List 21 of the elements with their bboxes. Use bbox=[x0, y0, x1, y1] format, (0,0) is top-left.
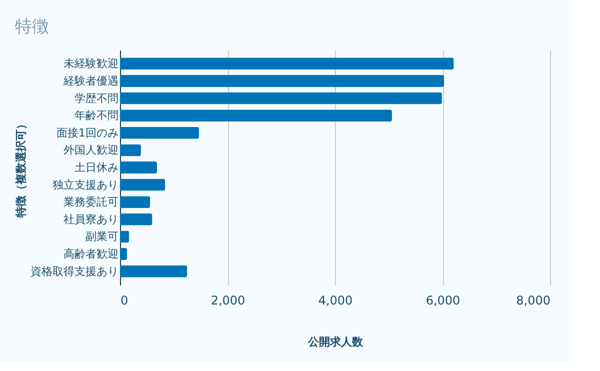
x-tick-label: 4,000 bbox=[318, 294, 353, 308]
y-tick-label: 業務委託可 bbox=[64, 196, 118, 209]
y-tick-label: 未経験歓迎 bbox=[64, 57, 118, 70]
y-tick-label: 年齢不問 bbox=[74, 109, 118, 122]
y-tick-label: 土日休み bbox=[74, 161, 118, 174]
x-axis-title: 公開求人数 bbox=[307, 336, 364, 348]
chart-title: 特徴 bbox=[15, 17, 49, 37]
x-tick-label: 0 bbox=[120, 294, 128, 308]
x-tick-label: 2,000 bbox=[210, 294, 246, 308]
y-axis-title: 特徴（複数選択可） bbox=[14, 118, 28, 218]
y-tick-label: 社員寮あり bbox=[64, 212, 118, 226]
y-tick-label: 独立支援あり bbox=[52, 178, 118, 192]
x-tick-label: 8,000 bbox=[516, 294, 550, 308]
y-tick-label: 資格取得支援あり bbox=[30, 264, 118, 278]
y-tick-label: 学歴不問 bbox=[74, 92, 118, 105]
y-tick-label: 経験者優遇 bbox=[62, 74, 118, 88]
y-tick-label: 高齢者歓迎 bbox=[64, 248, 118, 261]
y-tick-label: 副業可 bbox=[86, 230, 118, 244]
x-tick-label: 6,000 bbox=[426, 294, 460, 308]
y-tick-label: 外国人歓迎 bbox=[64, 144, 118, 157]
y-tick-label: 面接1回のみ bbox=[56, 126, 118, 140]
